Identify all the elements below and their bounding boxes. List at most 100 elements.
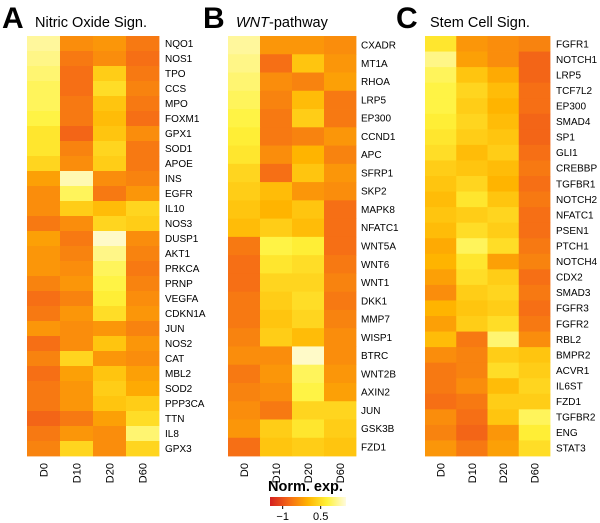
heatmap-cell bbox=[60, 246, 94, 262]
gene-label: FGFR1 bbox=[556, 39, 589, 50]
gene-label: FZD1 bbox=[556, 397, 581, 408]
heatmap-cell bbox=[27, 111, 61, 127]
heatmap-cell bbox=[126, 306, 160, 322]
gene-label: TTN bbox=[165, 414, 184, 425]
legend-tick-label: 0.5 bbox=[313, 511, 328, 523]
heatmap-cell bbox=[260, 401, 293, 420]
heatmap-cell bbox=[487, 207, 520, 224]
panel-letter-b: B bbox=[203, 2, 225, 35]
gene-label: CDKN1A bbox=[165, 309, 206, 320]
heatmap-cell bbox=[228, 163, 261, 183]
column-label: D10 bbox=[72, 463, 84, 483]
heatmap-cell bbox=[487, 160, 520, 177]
gene-label: INS bbox=[165, 174, 182, 185]
heatmap-cell bbox=[518, 424, 551, 441]
heatmap-cell bbox=[27, 396, 61, 412]
heatmap-cell bbox=[292, 419, 325, 439]
heatmap-cell bbox=[425, 253, 457, 270]
heatmap-cell bbox=[324, 328, 357, 347]
heatmap-cell bbox=[260, 127, 293, 146]
heatmap-cell bbox=[260, 218, 293, 238]
heatmap-cell bbox=[425, 191, 457, 208]
heatmap-cell bbox=[456, 316, 488, 332]
heatmap-cell bbox=[425, 82, 457, 99]
panel-a: A Nitric Oxide Sign. NQO1 NOS1 TPO CCS MPO FO… bbox=[2, 2, 206, 483]
heatmap-cell bbox=[260, 54, 293, 73]
gene-label: LRP5 bbox=[556, 70, 581, 81]
heatmap-b-column-labels: D0 D10 D20 D60 bbox=[239, 463, 347, 483]
heatmap-cell bbox=[93, 201, 127, 217]
heatmap-cell bbox=[93, 96, 127, 112]
gene-label: GPX3 bbox=[165, 444, 192, 455]
heatmap-cell bbox=[93, 351, 127, 367]
heatmap-cell bbox=[27, 186, 61, 202]
heatmap-a-column-labels: D0 D10 D20 D60 bbox=[39, 463, 150, 483]
heatmap-cell bbox=[228, 291, 261, 311]
heatmap-cell bbox=[93, 366, 127, 382]
heatmap-cell bbox=[60, 171, 94, 187]
heatmap-cell bbox=[93, 261, 127, 277]
gene-label: FZD1 bbox=[361, 442, 386, 453]
heatmap-cell bbox=[27, 231, 61, 247]
panel-title-b: WNT-pathway bbox=[236, 15, 329, 31]
heatmap-cell bbox=[518, 67, 551, 84]
gene-label: APOE bbox=[165, 159, 193, 170]
heatmap-b-cells bbox=[228, 36, 357, 457]
heatmap-cell bbox=[27, 276, 61, 292]
heatmap-cell bbox=[518, 284, 551, 301]
heatmap-cell bbox=[60, 381, 94, 397]
heatmap-cell bbox=[487, 316, 520, 332]
heatmap-cell bbox=[126, 336, 160, 352]
gene-label: RHOA bbox=[361, 77, 390, 88]
heatmap-cell bbox=[260, 437, 293, 457]
heatmap-cell bbox=[93, 246, 127, 262]
heatmap-cell bbox=[93, 321, 127, 337]
gene-label: NOS2 bbox=[165, 339, 193, 350]
gene-label: NOS3 bbox=[165, 219, 193, 230]
heatmap-cell bbox=[518, 300, 551, 317]
heatmap-cell bbox=[27, 96, 61, 112]
column-label: D0 bbox=[39, 463, 51, 477]
gene-label: FGFR3 bbox=[556, 304, 589, 315]
heatmap-cell bbox=[425, 440, 457, 457]
heatmap-cell bbox=[292, 218, 325, 238]
heatmap-cell bbox=[324, 200, 357, 220]
heatmap-cell bbox=[324, 382, 357, 402]
heatmap-cell bbox=[93, 396, 127, 412]
heatmap-cell bbox=[260, 163, 293, 183]
heatmap-cell bbox=[425, 144, 457, 161]
heatmap-cell bbox=[456, 253, 488, 270]
gene-label: NOS1 bbox=[165, 54, 193, 65]
gene-label: WNT2B bbox=[361, 369, 396, 380]
heatmap-cell bbox=[60, 261, 94, 277]
heatmap-cell bbox=[27, 81, 61, 97]
heatmap-cell bbox=[456, 207, 488, 224]
heatmap-cell bbox=[324, 437, 357, 457]
heatmap-cell bbox=[126, 171, 160, 187]
gene-label: EGFR bbox=[165, 189, 193, 200]
gene-label: EP300 bbox=[556, 102, 586, 113]
gene-label: JUN bbox=[165, 324, 184, 335]
gene-label: NFATC1 bbox=[556, 210, 594, 221]
heatmap-cell bbox=[487, 440, 520, 457]
heatmap-cell bbox=[292, 364, 325, 384]
gene-label: NOTCH4 bbox=[556, 257, 598, 268]
heatmap-cell bbox=[456, 113, 488, 130]
heatmap-cell bbox=[60, 351, 94, 367]
gene-label: IL8 bbox=[165, 429, 179, 440]
heatmap-cell bbox=[228, 182, 261, 201]
heatmap-cell bbox=[456, 347, 488, 364]
heatmap-cell bbox=[324, 419, 357, 439]
panel-letter-c: C bbox=[396, 2, 418, 35]
panel-b: B WNT-pathway CXADR MT1A RHOA LRP5 EP300 CCND… bbox=[203, 2, 399, 483]
heatmap-cell bbox=[456, 129, 488, 146]
heatmap-cell bbox=[292, 382, 325, 402]
gene-label: CAT bbox=[165, 354, 184, 365]
gene-label: SOD2 bbox=[165, 384, 193, 395]
heatmap-cell bbox=[228, 236, 261, 256]
gene-label: NOTCH1 bbox=[556, 55, 598, 66]
heatmap-cell bbox=[260, 236, 293, 256]
heatmap-cell bbox=[425, 331, 457, 348]
heatmap-cell bbox=[27, 66, 61, 82]
gene-label: IL10 bbox=[165, 204, 185, 215]
